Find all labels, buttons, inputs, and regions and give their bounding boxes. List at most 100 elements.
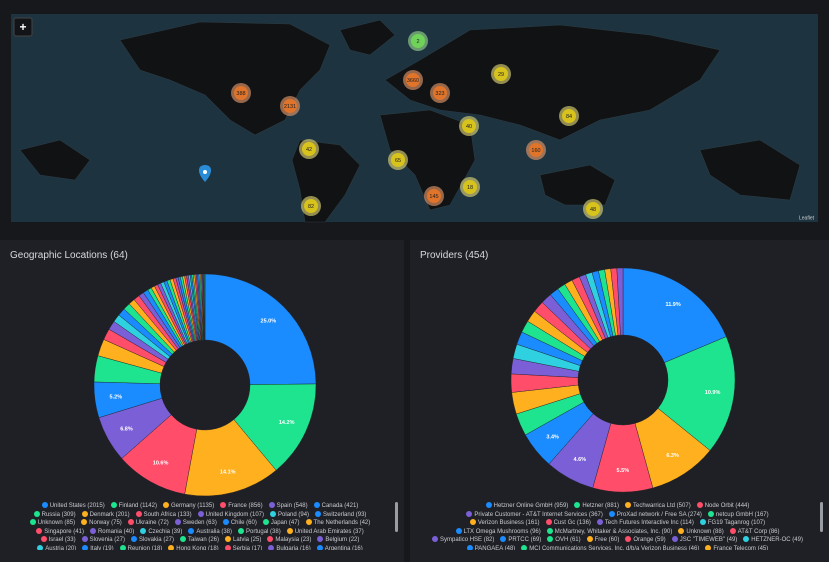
- legend-swatch: [625, 502, 631, 508]
- legend-swatch: [127, 519, 134, 525]
- legend-label: The Netherlands (42): [313, 520, 371, 526]
- legend-swatch: [40, 536, 47, 542]
- legend-label: Private Customer - AT&T Internet Service…: [474, 511, 603, 518]
- legend-item: ProXad network / Free SA (274): [608, 510, 702, 520]
- cluster: [406, 73, 420, 87]
- legend-item: Node Orbit (444): [696, 502, 750, 511]
- legend-swatch: [596, 519, 603, 525]
- cluster-count: 145: [429, 194, 438, 200]
- legend-label: OVH (61): [555, 537, 581, 543]
- legend-item: Hetzner (881): [574, 502, 619, 511]
- legend-item: Czechia (39): [140, 527, 182, 537]
- legend-label: Cust Gc (136): [553, 520, 591, 526]
- panel-title: Providers (454): [420, 250, 489, 261]
- cluster-count: 48: [590, 207, 596, 213]
- legend-item: Verizon Business (161): [469, 519, 540, 528]
- legend-swatch: [36, 527, 43, 534]
- cluster: [283, 99, 297, 113]
- legend-label: Poland (94): [278, 511, 310, 518]
- map: + Leaflet 2 3660 323 29 388 2131 40 84 160 42 65 18…: [11, 14, 818, 223]
- legend-item: Italy (19): [82, 544, 114, 550]
- legend-swatch: [130, 536, 137, 542]
- legend-swatch: [315, 510, 322, 517]
- cluster: [462, 119, 476, 133]
- legend-label: Unknown (88): [686, 528, 724, 535]
- legend-label: Australia (38): [196, 528, 233, 535]
- scrollbar[interactable]: [395, 502, 398, 532]
- panel-title: Geographic Locations (64): [10, 250, 128, 261]
- legend-label: ProXad network / Free SA (274): [616, 511, 702, 518]
- legend-swatch: [267, 536, 274, 542]
- cluster-count: 40: [466, 124, 472, 130]
- legend-label: Singapore (41): [44, 528, 84, 535]
- legend-swatch: [220, 502, 227, 508]
- cluster: [433, 86, 447, 100]
- legend-swatch: [466, 544, 473, 550]
- cluster-count: 42: [306, 147, 312, 153]
- legend-item: Slovenia (27): [81, 536, 125, 545]
- slice-label: 10.6%: [153, 461, 169, 467]
- legend-item: United Kingdom (107): [197, 510, 265, 520]
- legend-item: Serbia (17): [224, 544, 262, 550]
- legend-label: PANGAEA (48): [474, 545, 516, 551]
- slice-label: 6.8%: [120, 426, 133, 432]
- legend-label: HETZNER-OC (49): [751, 537, 803, 543]
- legend-swatch: [188, 527, 195, 534]
- legend-label: Reunion (18): [127, 545, 163, 551]
- legend-label: JSC "TIMEWEB" (49): [679, 537, 738, 543]
- legend-item: Hong Kong (18): [168, 544, 219, 550]
- legend-swatch: [110, 502, 117, 508]
- legend-item: Germany (1135): [162, 502, 214, 511]
- legend-swatch: [140, 527, 147, 534]
- legend-swatch: [81, 510, 88, 517]
- legend-label: FG19 Taganrog (107): [707, 520, 766, 526]
- legend-label: Bulgaria (16): [276, 545, 311, 551]
- legend-label: Spain (548): [276, 503, 308, 509]
- cluster-count: 3660: [407, 78, 419, 84]
- scrollbar[interactable]: [820, 502, 823, 532]
- slice-label: 6.3%: [666, 453, 679, 459]
- legend-item: Unknown (85): [29, 519, 76, 528]
- legend-item: Russia (309): [33, 510, 76, 520]
- legend-swatch: [135, 510, 142, 517]
- legend-swatch: [671, 536, 678, 542]
- cluster-count: 323: [435, 91, 444, 97]
- slice-label: 5.5%: [617, 468, 630, 474]
- legend-item: Tech Futures Interactive Inc (114): [596, 519, 694, 528]
- legend-swatch: [316, 544, 323, 550]
- legend-label: Russia (309): [41, 511, 76, 518]
- cluster-count: 65: [395, 158, 401, 164]
- legend-label: Japan (47): [270, 520, 300, 526]
- pie-slice: [204, 273, 206, 341]
- legend-item: Taiwan (26): [179, 536, 219, 545]
- legend-item: Switzerland (93): [315, 510, 366, 520]
- legend-swatch: [317, 536, 324, 542]
- legend-swatch: [546, 527, 553, 534]
- legend-swatch: [81, 536, 88, 542]
- legend-swatch: [521, 544, 528, 550]
- legend-item: The Netherlands (42): [305, 519, 371, 528]
- legend-swatch: [197, 510, 204, 517]
- legend-swatch: [545, 519, 552, 525]
- legend-swatch: [168, 544, 175, 550]
- zoom-button[interactable]: [13, 17, 33, 37]
- legend-swatch: [268, 544, 275, 550]
- legend-swatch: [547, 536, 554, 542]
- pie-slice: [657, 336, 736, 451]
- legend-item: Ukraine (72): [127, 519, 169, 528]
- legend-label: United Kingdom (107): [205, 511, 265, 518]
- legend-label: Node Orbit (444): [704, 503, 750, 509]
- cluster-count: 388: [236, 91, 245, 97]
- legend-label: Portugal (38): [246, 528, 281, 535]
- cluster: [494, 67, 508, 81]
- panel: Providers (454) 11.9% 10.9% 6.3% 5.5% 4.6% 3.…: [410, 240, 829, 562]
- legend-swatch: [270, 510, 277, 517]
- attribution[interactable]: Leaflet: [799, 215, 815, 221]
- zoom-label[interactable]: +: [19, 20, 26, 34]
- legend-swatch: [37, 544, 44, 550]
- legend-label: Unknown (85): [37, 520, 76, 526]
- legend-item: Malaysia (23): [267, 536, 311, 545]
- legend-label: United Arab Emirates (37): [294, 528, 364, 535]
- legend-swatch: [705, 544, 712, 550]
- legend-item: Romania (40): [89, 527, 134, 537]
